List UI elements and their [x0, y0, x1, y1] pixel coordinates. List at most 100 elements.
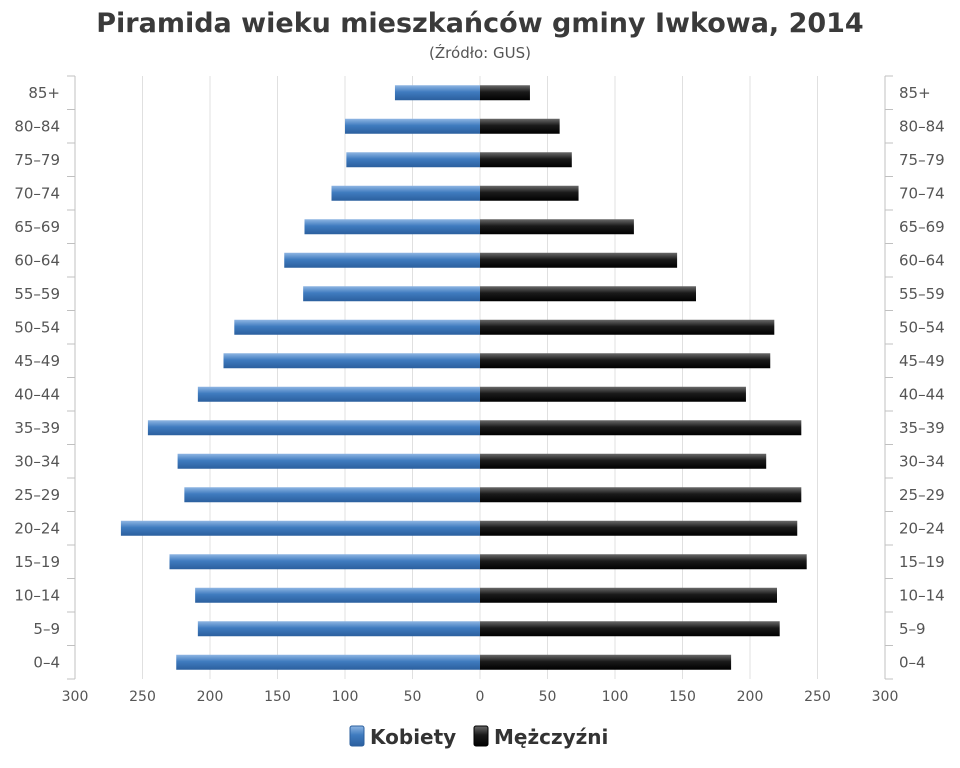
category-label-left: 25–29	[14, 486, 60, 504]
x-tick-label: 200	[197, 689, 224, 705]
category-labels-left: 85+ 80–84 75–79 70–74 65–69 60–64 55–59 50–54 45…	[14, 84, 60, 672]
bar-kobiety	[234, 319, 480, 335]
category-label-right: 80–84	[899, 117, 945, 135]
bar-mezczyzni	[480, 453, 767, 469]
bar-mezczyzni	[480, 587, 777, 603]
category-label-left: 65–69	[14, 218, 60, 236]
category-label-right: 40–44	[899, 385, 945, 403]
legend-item-mezczyzni[interactable]: Mężczyźni	[473, 725, 608, 749]
bar-mezczyzni	[480, 252, 678, 268]
category-label-left: 85+	[28, 84, 60, 102]
category-label-left: 15–19	[14, 553, 60, 571]
x-tick-label: 100	[332, 689, 359, 705]
bar-kobiety	[303, 286, 480, 302]
bar-kobiety	[304, 219, 480, 235]
legend-label-kobiety: Kobiety	[370, 725, 456, 749]
category-label-right: 45–49	[899, 352, 945, 370]
bar-kobiety	[346, 152, 480, 168]
bar-kobiety	[394, 85, 480, 101]
category-label-left: 60–64	[14, 251, 60, 269]
bar-kobiety	[197, 621, 480, 637]
category-label-left: 20–24	[14, 519, 60, 537]
bar-mezczyzni	[480, 654, 732, 670]
legend-label-mezczyzni: Mężczyźni	[494, 725, 608, 749]
bar-mezczyzni	[480, 621, 780, 637]
bar-mezczyzni	[480, 185, 579, 201]
category-label-right: 65–69	[899, 218, 945, 236]
bar-mezczyzni	[480, 118, 560, 134]
category-label-right: 20–24	[899, 519, 945, 537]
x-tick-label: 50	[539, 689, 557, 705]
x-tick-label: 300	[62, 689, 89, 705]
category-label-right: 55–59	[899, 285, 945, 303]
category-label-left: 40–44	[14, 385, 60, 403]
legend-swatch-kobiety	[349, 725, 365, 747]
x-tick-label: 100	[602, 689, 629, 705]
axes	[67, 75, 893, 680]
x-tick-label: 150	[264, 689, 291, 705]
category-label-left: 75–79	[14, 151, 60, 169]
bar-mezczyzni	[480, 286, 696, 302]
bar-mezczyzni	[480, 520, 798, 536]
category-label-left: 35–39	[14, 419, 60, 437]
bar-kobiety	[184, 487, 480, 503]
category-labels-right: 85+ 80–84 75–79 70–74 65–69 60–64 55–59 50–54 45…	[899, 84, 945, 672]
x-tick-label: 0	[476, 689, 485, 705]
category-label-left: 70–74	[14, 184, 60, 202]
category-label-right: 75–79	[899, 151, 945, 169]
x-tick-labels: 300 250 200 150 100 50 0 50 100 150 200 250 300	[62, 689, 899, 705]
category-label-right: 35–39	[899, 419, 945, 437]
category-label-right: 50–54	[899, 318, 945, 336]
bar-kobiety	[284, 252, 480, 268]
category-label-right: 85+	[899, 84, 931, 102]
bar-mezczyzni	[480, 353, 771, 369]
bar-kobiety	[331, 185, 480, 201]
x-tick-label: 250	[804, 689, 831, 705]
chart-subtitle: (Źródło: GUS)	[429, 43, 531, 62]
bar-mezczyzni	[480, 554, 807, 570]
category-label-left: 10–14	[14, 586, 60, 604]
x-tick-label: 150	[669, 689, 696, 705]
bar-mezczyzni	[480, 85, 530, 101]
x-tick-label: 300	[872, 689, 899, 705]
bar-kobiety	[147, 420, 480, 436]
legend-swatch-mezczyzni	[473, 725, 489, 747]
category-label-left: 55–59	[14, 285, 60, 303]
legend[interactable]: Kobiety Mężczyźni	[349, 725, 608, 749]
category-label-right: 70–74	[899, 184, 945, 202]
category-label-right: 5–9	[899, 620, 926, 638]
category-label-left: 30–34	[14, 452, 60, 470]
bar-kobiety	[120, 520, 481, 536]
bar-kobiety	[176, 654, 480, 670]
bar-kobiety	[195, 587, 480, 603]
category-label-right: 25–29	[899, 486, 945, 504]
category-label-right: 60–64	[899, 251, 945, 269]
bar-kobiety	[177, 453, 480, 469]
category-label-left: 5–9	[33, 620, 60, 638]
category-label-right: 0–4	[899, 653, 926, 671]
bar-kobiety	[169, 554, 480, 570]
x-tick-label: 200	[737, 689, 764, 705]
bar-kobiety	[223, 353, 480, 369]
bar-mezczyzni	[480, 319, 775, 335]
legend-item-kobiety[interactable]: Kobiety	[349, 725, 456, 749]
bar-mezczyzni	[480, 219, 634, 235]
bar-mezczyzni	[480, 152, 572, 168]
category-label-right: 15–19	[899, 553, 945, 571]
category-label-left: 50–54	[14, 318, 60, 336]
bars	[120, 85, 807, 670]
category-label-right: 30–34	[899, 452, 945, 470]
chart-title: Piramida wieku mieszkańców gminy Iwkowa,…	[96, 8, 863, 39]
x-tick-label: 50	[404, 689, 422, 705]
category-label-right: 10–14	[899, 586, 945, 604]
bar-kobiety	[197, 386, 480, 402]
bar-kobiety	[345, 118, 480, 134]
x-tick-label: 250	[129, 689, 156, 705]
bar-mezczyzni	[480, 420, 802, 436]
category-label-left: 45–49	[14, 352, 60, 370]
bar-mezczyzni	[480, 487, 802, 503]
category-label-left: 80–84	[14, 117, 60, 135]
category-label-left: 0–4	[33, 653, 60, 671]
bar-mezczyzni	[480, 386, 746, 402]
